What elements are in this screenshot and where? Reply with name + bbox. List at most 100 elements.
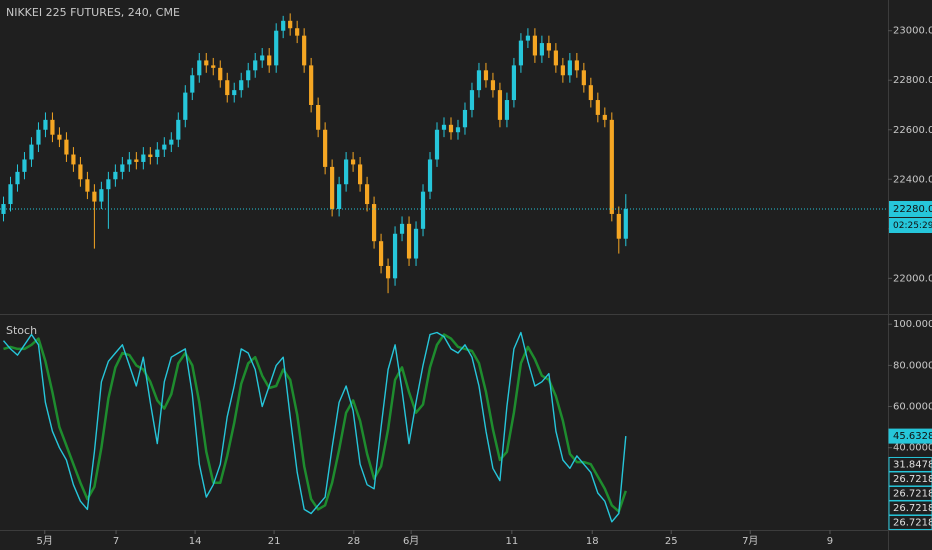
candle-body bbox=[574, 60, 579, 71]
candle-body bbox=[567, 60, 572, 76]
candle-body bbox=[8, 184, 13, 205]
candle-body bbox=[120, 164, 125, 172]
x-tick-label: 18 bbox=[586, 536, 599, 547]
y-tick-label: 23000.0 bbox=[893, 26, 932, 37]
candle-body bbox=[595, 100, 600, 115]
value-label: 26.7218 bbox=[893, 488, 932, 499]
candle-body bbox=[455, 127, 461, 133]
candle-body bbox=[29, 144, 34, 160]
candle-body bbox=[427, 159, 433, 192]
candle-body bbox=[602, 114, 607, 120]
value-label: 31.8478 bbox=[893, 459, 932, 470]
candle-body bbox=[511, 65, 517, 101]
candle-body bbox=[218, 67, 223, 81]
last-price-box bbox=[889, 200, 932, 217]
y-tick-label: 22800.0 bbox=[893, 75, 932, 86]
candle-body bbox=[85, 179, 90, 192]
candle-body bbox=[623, 208, 628, 239]
candle-body bbox=[232, 90, 237, 96]
candle-body bbox=[169, 139, 174, 145]
candle-body bbox=[281, 20, 286, 31]
x-tick-label: 6月 bbox=[403, 535, 419, 547]
candle-body bbox=[239, 80, 244, 91]
x-tick-label: 11 bbox=[505, 536, 518, 547]
candle-body bbox=[78, 164, 83, 180]
candle-body bbox=[560, 65, 565, 76]
candle-body bbox=[344, 159, 349, 185]
candle-body bbox=[302, 35, 307, 66]
candle-body bbox=[267, 55, 272, 66]
candle-body bbox=[176, 119, 181, 140]
candle-body bbox=[588, 85, 593, 101]
candle-body bbox=[476, 70, 482, 91]
candle-body bbox=[434, 129, 440, 160]
candle-body bbox=[246, 70, 251, 81]
chart-title: NIKKEI 225 FUTURES, 240, CME bbox=[6, 6, 180, 19]
candle-body bbox=[504, 100, 510, 120]
countdown: 02:25:29 bbox=[893, 221, 932, 231]
candle-body bbox=[106, 179, 111, 190]
y-tick-label: 60.0000 bbox=[893, 402, 932, 413]
candle-body bbox=[441, 124, 447, 130]
y-tick-label: 22600.0 bbox=[893, 125, 932, 136]
candle-body bbox=[127, 159, 132, 165]
value-label: 26.7218 bbox=[893, 474, 932, 485]
candle-body bbox=[92, 191, 97, 202]
value-label-box bbox=[888, 428, 932, 444]
y-tick-label: 100.0000 bbox=[893, 319, 932, 330]
candle-body bbox=[43, 119, 48, 130]
candle-body bbox=[50, 119, 55, 135]
candle-body bbox=[134, 159, 139, 162]
candle-body bbox=[288, 20, 293, 29]
candle-body bbox=[406, 223, 412, 259]
x-tick-label: 5月 bbox=[37, 535, 53, 547]
candle-body bbox=[274, 30, 279, 66]
candle-body bbox=[609, 119, 614, 214]
candle-body bbox=[141, 154, 146, 162]
candle-body bbox=[483, 70, 489, 81]
candle-body bbox=[490, 80, 496, 91]
candle-body bbox=[57, 134, 62, 140]
candle-body bbox=[71, 154, 76, 165]
y-tick-label: 22000.0 bbox=[893, 273, 932, 284]
countdown-box bbox=[889, 217, 932, 233]
candle-body bbox=[22, 159, 27, 172]
x-tick-label: 14 bbox=[189, 536, 202, 547]
candle-body bbox=[316, 104, 321, 130]
candle-body bbox=[553, 50, 558, 66]
value-label-box bbox=[888, 514, 932, 530]
candle-body bbox=[204, 60, 209, 66]
candle-body bbox=[190, 75, 195, 93]
stoch-line bbox=[3, 333, 627, 513]
candle-body bbox=[337, 184, 342, 209]
candle-body bbox=[99, 189, 104, 202]
candle-body bbox=[323, 129, 328, 167]
candle-body bbox=[399, 223, 405, 234]
candle-body bbox=[525, 35, 531, 41]
candle-body bbox=[385, 265, 391, 279]
value-label: 26.7218 bbox=[893, 517, 932, 528]
y-tick-label: 40.0000 bbox=[893, 443, 932, 454]
candle-body bbox=[364, 184, 370, 205]
x-tick-label: 28 bbox=[347, 536, 360, 547]
candle-body bbox=[378, 241, 384, 266]
candle-body bbox=[616, 213, 621, 239]
candle-body bbox=[225, 80, 230, 96]
candle-body bbox=[581, 70, 586, 86]
candle-body bbox=[211, 65, 216, 68]
candle-body bbox=[64, 139, 69, 155]
candle-body bbox=[462, 109, 468, 128]
candle-body bbox=[392, 233, 398, 279]
candle-body bbox=[155, 149, 160, 157]
candle-body bbox=[518, 40, 524, 66]
candle-body bbox=[36, 129, 41, 145]
candle-body bbox=[420, 191, 426, 229]
candle-body bbox=[448, 124, 454, 133]
y-tick-label: 22400.0 bbox=[893, 174, 932, 185]
value-label: 45.6328 bbox=[893, 431, 932, 442]
value-label: 26.7218 bbox=[893, 503, 932, 514]
candle-body bbox=[357, 164, 363, 185]
